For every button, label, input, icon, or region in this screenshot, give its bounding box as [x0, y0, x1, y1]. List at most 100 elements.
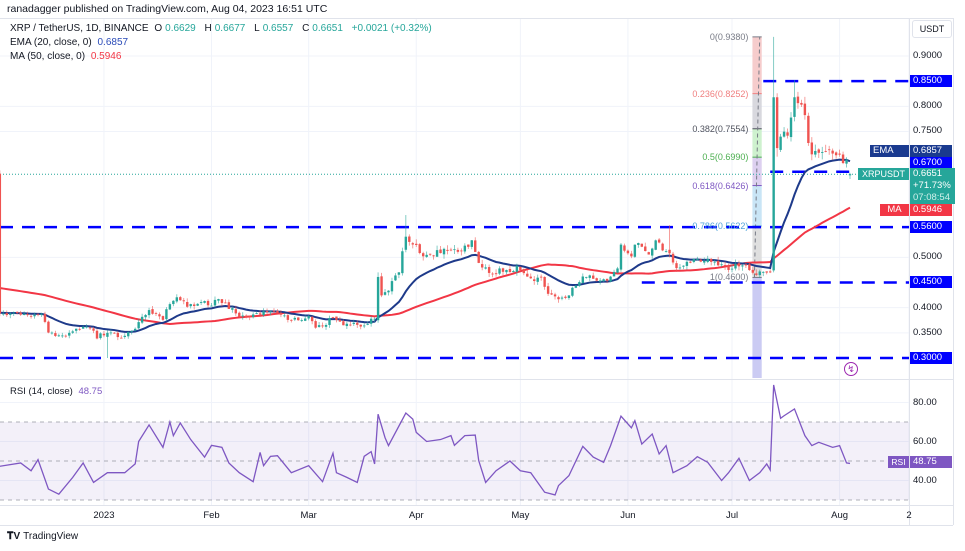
low-value: 0.6557 — [262, 23, 294, 34]
fib-zone — [752, 277, 762, 378]
candle-body — [248, 316, 251, 318]
time-tick-label: Feb — [203, 510, 220, 521]
candle-body — [74, 328, 78, 331]
ema-legend[interactable]: EMA (20, close, 0) 0.6857 — [10, 37, 131, 48]
fib-zone — [752, 36, 762, 94]
candle-body — [366, 324, 369, 325]
candle-body — [474, 240, 477, 252]
candle-body — [165, 309, 168, 320]
candle-body — [810, 142, 814, 155]
candle-body — [234, 309, 238, 314]
candle-body — [435, 250, 439, 257]
candle-body — [526, 273, 529, 277]
candle-body — [172, 300, 175, 305]
price-tick-label: 0.8000 — [913, 100, 943, 112]
price-tick-label: 0.4000 — [913, 301, 943, 313]
candle-body — [245, 315, 248, 318]
candle-body — [453, 249, 456, 251]
tradingview-logo[interactable]: 𝐓V TradingView — [7, 531, 78, 542]
currency-button[interactable]: USDT — [912, 20, 952, 38]
candle-body — [716, 260, 720, 266]
candle-body — [0, 173, 2, 314]
candle-body — [418, 244, 421, 254]
last-price: 0.6651 — [913, 168, 943, 179]
candle-body — [179, 297, 182, 301]
candle-body — [689, 261, 692, 263]
open-value: 0.6629 — [165, 23, 196, 34]
candle-body — [751, 269, 755, 273]
candle-body — [286, 315, 290, 320]
candle-body — [723, 265, 727, 266]
candle-body — [748, 264, 751, 271]
candle-body — [463, 245, 467, 252]
rsi-legend[interactable]: RSI (14, close) 48.75 — [10, 386, 105, 397]
candle-body — [251, 314, 255, 318]
ma-label: MA (50, close, 0) — [10, 51, 86, 62]
time-tick-label: Mar — [300, 510, 317, 521]
candle-body — [68, 332, 71, 336]
candle-body — [668, 249, 671, 254]
candle-body — [203, 301, 206, 303]
rsi-band-fill — [0, 422, 909, 500]
candle-body — [647, 252, 650, 255]
candle-body — [359, 324, 362, 327]
symbol-title[interactable]: XRP / TetherUS, 1D, BINANCE — [10, 23, 149, 34]
candle-body — [692, 259, 696, 262]
candle-body — [602, 279, 605, 282]
time-tick-label: Jul — [725, 510, 739, 521]
candle-body — [772, 97, 775, 271]
candle-body — [821, 152, 824, 153]
candle-body — [439, 249, 442, 254]
candle-body — [675, 263, 678, 269]
candle-body — [199, 301, 203, 303]
candle-body — [755, 273, 758, 275]
candle-body — [789, 117, 793, 138]
fib-trend-line — [753, 36, 761, 278]
candle-body — [533, 279, 536, 282]
candle-body — [206, 300, 210, 306]
published-note: ranadagger published on TradingView.com,… — [7, 3, 328, 15]
candle-body — [272, 310, 276, 312]
candle-body — [241, 315, 244, 317]
last-price-tag: 0.6651 +71.73% 07:08:54 — [910, 168, 955, 204]
candle-body — [841, 154, 845, 164]
candle-body — [401, 251, 404, 274]
candle-body — [137, 322, 140, 329]
candle-body — [231, 308, 234, 310]
rsi-tick-label: 80.00 — [913, 396, 937, 408]
ma-tag: MA — [880, 204, 909, 216]
candle-body — [449, 249, 453, 251]
candle-body — [578, 282, 581, 286]
candle-body — [616, 268, 619, 273]
ma-legend[interactable]: MA (50, close, 0) 0.5946 — [10, 51, 124, 62]
lightning-icon[interactable]: ↯ — [844, 362, 858, 376]
candle-body — [678, 267, 682, 269]
candle-body — [369, 318, 373, 324]
candle-body — [605, 278, 609, 281]
candle-body — [304, 318, 307, 321]
time-tick-label: 2023 — [93, 510, 115, 521]
candle-body — [710, 258, 713, 262]
candle-body — [782, 131, 786, 137]
candle-body — [664, 251, 668, 252]
candle-body — [456, 249, 460, 252]
candle-body — [706, 258, 709, 262]
fib-zone — [752, 226, 762, 278]
level-0670-tag: 0.6700 — [910, 157, 952, 169]
candle-body — [331, 317, 335, 319]
candle-body — [713, 261, 716, 263]
candle-body — [324, 324, 328, 327]
candle-body — [501, 268, 505, 272]
candle-body — [637, 243, 640, 246]
tradingview-logo-icon: 𝐓V — [7, 531, 21, 542]
candle-body — [817, 149, 820, 153]
candle-body — [442, 248, 446, 255]
price-tick-label: 0.5000 — [913, 251, 943, 263]
price-tick-label: 0.9000 — [913, 50, 943, 61]
candle-body — [734, 263, 737, 269]
candle-body — [140, 316, 144, 323]
candle-body — [328, 318, 331, 325]
candle-body — [543, 276, 546, 287]
candle-body — [255, 313, 258, 314]
